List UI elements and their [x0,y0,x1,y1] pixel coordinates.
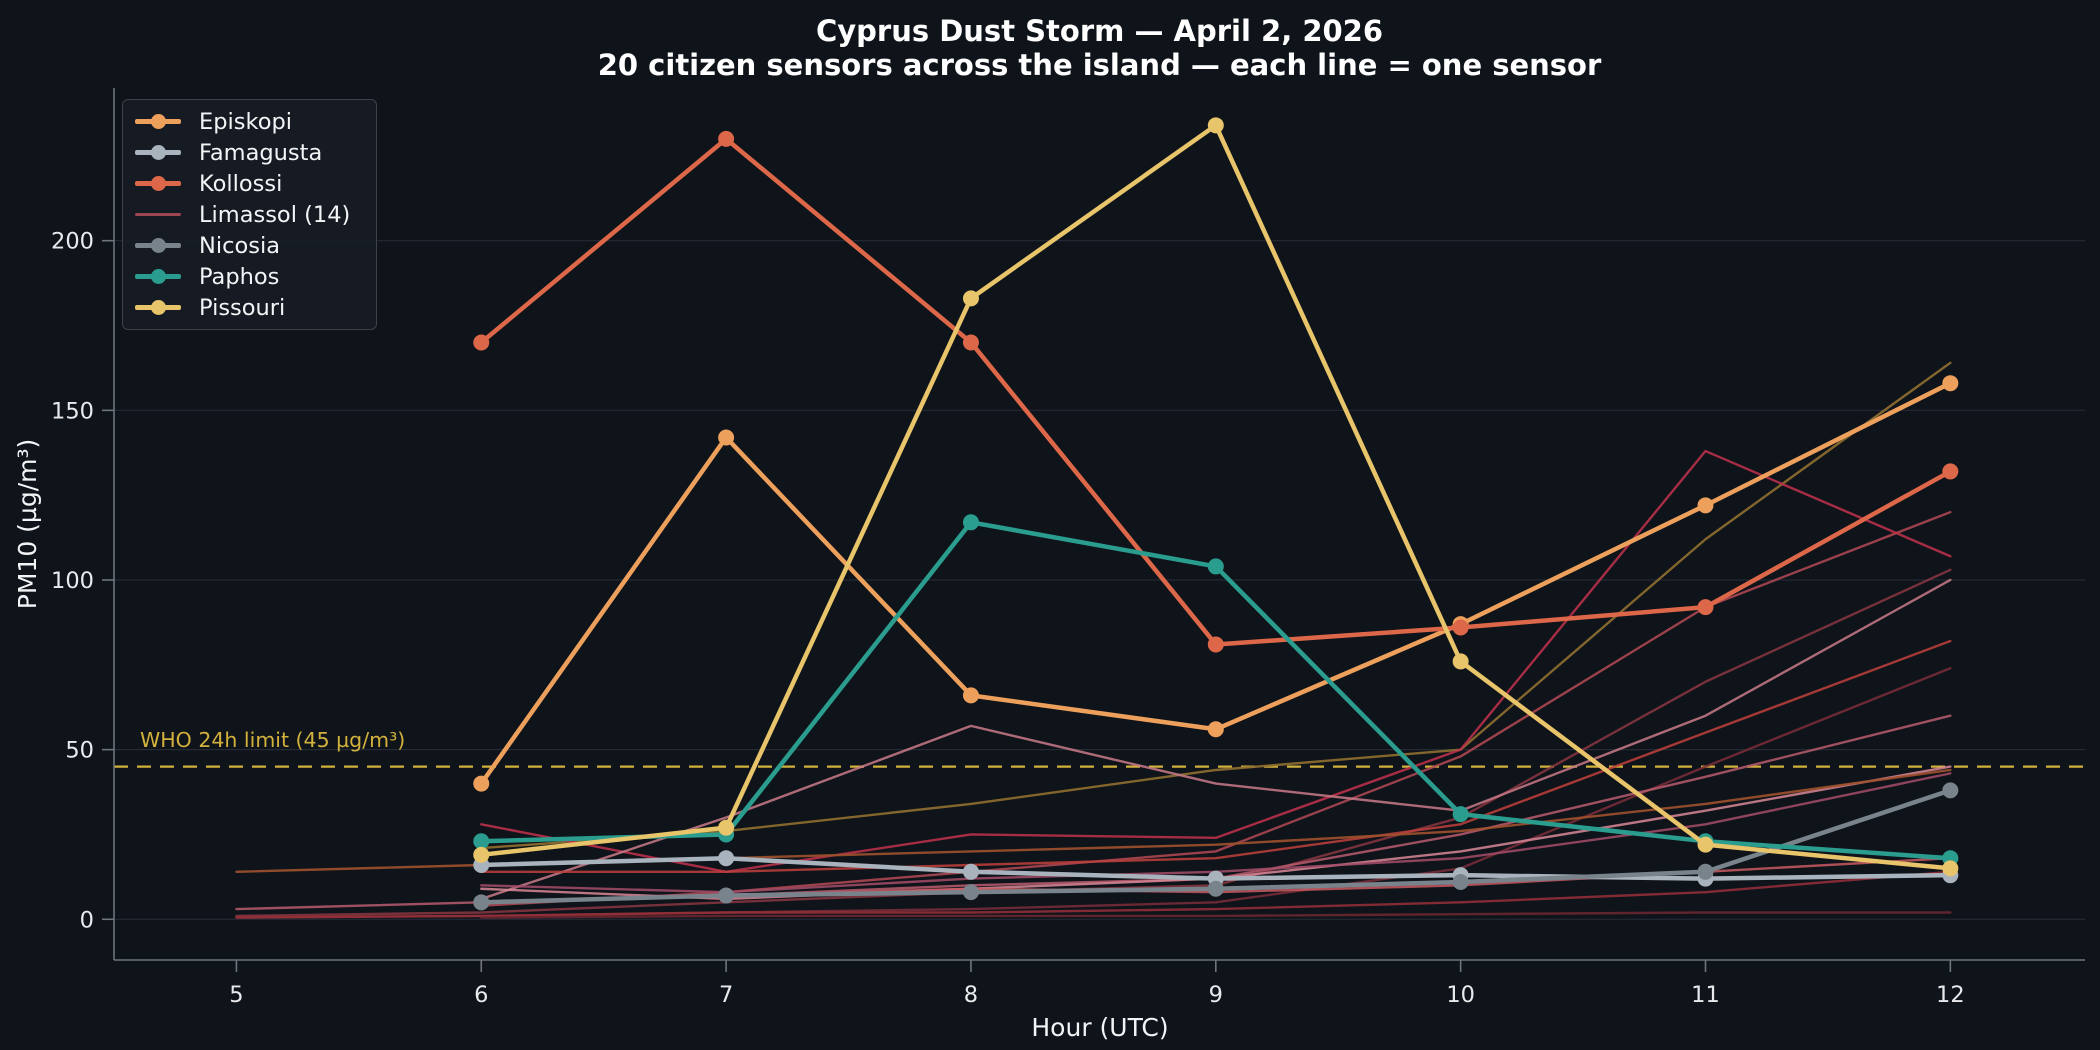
chart-title: Cyprus Dust Storm — April 2, 2026 [815,14,1384,48]
y-axis-label: PM10 (µg/m³) [13,439,42,609]
series-marker-nicosia-0 [473,894,490,911]
series-line-limassol-13 [235,870,1952,919]
legend-swatch [135,296,181,319]
legend-marker-dot [150,238,166,253]
series-marker-episkopi-6 [1942,375,1959,392]
legend-line [135,213,181,216]
series-marker-famagusta-2 [962,863,979,880]
series-marker-kollossi-0 [473,334,490,351]
legend-swatch [135,141,181,164]
legend-item-kollossi: Kollossi [135,170,350,197]
legend-swatch [135,203,181,226]
series-marker-episkopi-0 [473,775,490,792]
legend-swatch [135,110,181,133]
series-marker-pissouri-4 [1452,653,1469,670]
series-line-limassol-11 [235,768,1952,873]
legend-item-episkopi: Episkopi [135,108,350,135]
legend-item-paphos: Paphos [135,263,350,290]
axes: 5 6 7 8 9 10 11 12 0 50 100 150 200 [51,88,2085,1008]
series-marker-pissouri-1 [718,819,735,836]
series-marker-kollossi-6 [1942,463,1959,480]
series-marker-famagusta-1 [718,850,735,867]
series-marker-kollossi-4 [1452,619,1469,636]
legend-item-famagusta: Famagusta [135,139,350,166]
x-tick-label-11: 11 [1691,982,1720,1008]
legend-label: Limassol (14) [199,201,351,228]
legend-label: Pissouri [199,294,286,321]
y-tick-label-100: 100 [51,568,94,594]
series-marker-episkopi-2 [962,687,979,704]
legend-marker-dot [150,114,166,129]
y-tick-label-0: 0 [80,907,94,933]
series-marker-paphos-2 [962,514,979,531]
series-line-limassol-06 [480,639,1952,873]
series-line-limassol-05 [480,578,1952,901]
y-tick-label-200: 200 [51,229,94,255]
legend-swatch [135,172,181,195]
x-tick-label-6: 6 [474,982,488,1008]
x-tick-label-5: 5 [229,982,243,1008]
legend-item-pissouri: Pissouri [135,294,350,321]
legend-swatch [135,265,181,288]
series-marker-nicosia-3 [1207,880,1224,897]
series-marker-nicosia-1 [718,887,735,904]
legend-label: Famagusta [199,139,323,166]
series-line-limassol-14 [480,911,1952,919]
chart-titles: Cyprus Dust Storm — April 2, 2026 20 cit… [114,14,2085,82]
series-marker-nicosia-5 [1697,863,1714,880]
series-marker-paphos-3 [1207,558,1224,575]
series-lines [235,117,1959,919]
series-line-limassol-03 [480,449,1952,873]
x-tick-label-8: 8 [964,982,978,1008]
who-limit-label: WHO 24h limit (45 µg/m³) [140,728,405,752]
legend-item-limassol-14: Limassol (14) [135,201,351,228]
series-marker-kollossi-5 [1697,599,1714,616]
series-marker-kollossi-3 [1207,636,1224,653]
series-marker-pissouri-6 [1942,860,1959,877]
series-marker-paphos-4 [1452,806,1469,823]
legend-label: Kollossi [199,170,283,197]
legend-item-nicosia: Nicosia [135,232,350,259]
legend-label: Episkopi [199,108,292,135]
legend-label: Paphos [199,263,280,290]
series-marker-kollossi-1 [718,130,735,147]
series-marker-episkopi-1 [718,429,735,446]
series-marker-nicosia-2 [962,884,979,901]
legend-box: Episkopi Famagusta Kollossi Limassol (14) Ni… [122,99,378,330]
x-axis-label: Hour (UTC) [1031,1013,1168,1042]
legend-marker-dot [150,269,166,284]
series-marker-pissouri-3 [1207,117,1224,134]
series-line-limassol-01 [480,361,1952,850]
series-marker-paphos-0 [473,833,490,850]
series-marker-kollossi-2 [962,334,979,351]
legend-marker-dot [150,145,166,160]
gridlines [114,240,2085,920]
series-marker-nicosia-6 [1942,782,1959,799]
x-tick-label-10: 10 [1446,982,1475,1008]
legend-marker-dot [150,300,166,315]
legend-marker-dot [150,176,166,191]
y-tick-label-50: 50 [65,738,94,764]
chart-subtitle: 20 citizen sensors across the island — e… [597,48,1602,83]
legend-swatch [135,234,181,257]
who-limit-line-group: WHO 24h limit (45 µg/m³) [114,728,2085,768]
legend-label: Nicosia [199,232,280,259]
series-marker-pissouri-0 [473,846,490,863]
x-tick-label-12: 12 [1936,982,1965,1008]
x-tick-label-9: 9 [1209,982,1223,1008]
series-marker-episkopi-5 [1697,497,1714,514]
series-marker-nicosia-4 [1452,873,1469,890]
y-tick-label-150: 150 [51,398,94,424]
series-marker-pissouri-5 [1697,836,1714,853]
series-marker-episkopi-3 [1207,721,1224,738]
series-marker-pissouri-2 [962,290,979,307]
x-tick-label-7: 7 [719,982,733,1008]
